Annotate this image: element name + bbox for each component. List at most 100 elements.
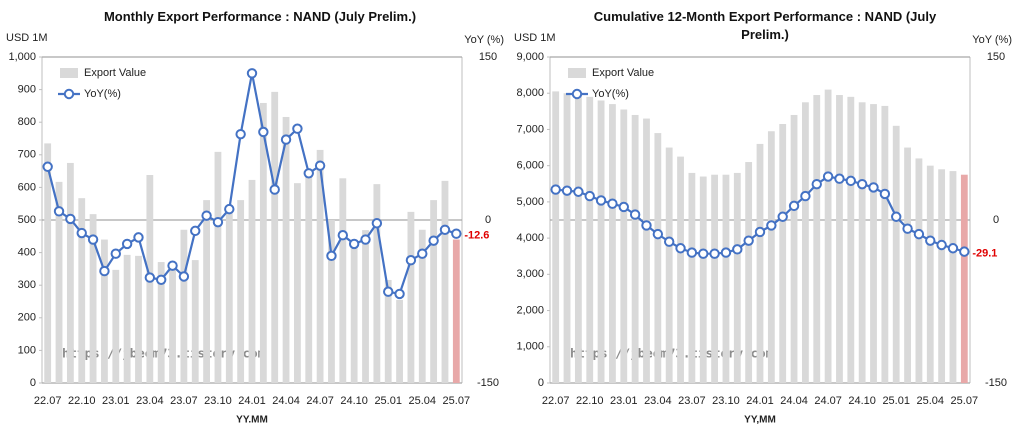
x-tick-label: 24.04: [272, 395, 300, 407]
marker: [405, 255, 417, 266]
x-axis-label: YY,MM: [744, 415, 776, 426]
x-tick-label: 23.01: [102, 395, 130, 407]
x-tick-label: 25.04: [917, 395, 945, 407]
bar: [904, 147, 911, 383]
bar: [688, 172, 696, 383]
bar: [802, 102, 809, 384]
marker: [891, 211, 902, 222]
y2-axis-label: YoY (%): [464, 34, 504, 46]
bar: [135, 255, 142, 383]
marker: [834, 173, 845, 184]
bar: [915, 158, 923, 383]
y2-tick-label: 0: [485, 214, 491, 226]
bar: [631, 114, 639, 383]
marker: [360, 234, 371, 245]
marker: [337, 230, 349, 241]
marker: [709, 248, 720, 259]
bar: [767, 131, 775, 383]
bar: [745, 162, 753, 383]
bar: [452, 239, 460, 383]
marker: [178, 271, 190, 282]
y-tick-label: 9,000: [516, 51, 544, 63]
marker: [652, 228, 664, 240]
bar: [597, 100, 605, 383]
x-tick-label: 23.04: [136, 395, 164, 407]
marker: [720, 247, 732, 258]
bar: [328, 220, 335, 383]
marker: [269, 184, 280, 195]
legend-label: YoY(%): [592, 88, 629, 100]
marker: [326, 250, 337, 262]
bar: [339, 178, 347, 383]
bar: [305, 170, 313, 383]
marker: [144, 272, 156, 283]
marker: [618, 201, 629, 213]
legend-label: YoY(%): [84, 88, 121, 100]
bar: [350, 239, 358, 383]
marker: [561, 185, 573, 196]
legend-swatch: [63, 88, 75, 100]
x-tick-label: 24.01: [746, 395, 774, 407]
legend-label: Export Value: [84, 67, 146, 79]
y-axis-label: USD 1M: [6, 32, 48, 44]
bar: [654, 133, 662, 383]
bar: [813, 95, 821, 384]
marker: [856, 178, 868, 190]
marker: [754, 226, 766, 238]
legend-label: Export Value: [592, 67, 654, 79]
marker: [868, 182, 879, 193]
bar: [609, 104, 616, 383]
x-tick-label: 23.07: [678, 395, 706, 407]
y-tick-label: 8,000: [516, 87, 544, 99]
bar: [362, 230, 369, 383]
marker: [550, 184, 561, 195]
marker: [371, 218, 383, 229]
marker: [663, 236, 675, 247]
marker: [224, 203, 235, 215]
x-tick-label: 22.10: [576, 395, 604, 407]
bar: [78, 198, 86, 383]
bar: [55, 181, 63, 383]
bar: [430, 200, 438, 383]
y-tick-label: 500: [18, 214, 36, 226]
x-tick-label: 24.10: [340, 395, 368, 407]
marker: [777, 211, 788, 222]
bar: [101, 239, 108, 383]
y2-tick-label: 150: [987, 51, 1005, 63]
y-axis-label: USD 1M: [514, 32, 556, 44]
bar: [699, 176, 707, 383]
marker: [428, 235, 439, 246]
marker: [573, 186, 584, 197]
bar: [677, 156, 684, 383]
y-tick-label: 0: [538, 377, 544, 389]
x-tick-label: 24.10: [848, 395, 876, 407]
bar: [960, 174, 968, 383]
marker: [76, 227, 87, 239]
bar: [620, 109, 628, 384]
legend-swatch: [568, 68, 586, 78]
y-tick-label: 3,000: [516, 268, 544, 280]
x-tick-label: 25.01: [374, 395, 402, 407]
x-axis-label: YY.MM: [236, 415, 268, 426]
y-tick-label: 200: [18, 312, 36, 324]
data-label: -12.6: [464, 230, 489, 242]
bar: [552, 91, 560, 384]
bar: [733, 172, 741, 383]
bar: [563, 93, 571, 383]
bar: [407, 211, 415, 383]
marker: [595, 195, 607, 206]
bar: [373, 184, 381, 383]
marker: [686, 247, 698, 258]
y-tick-label: 5,000: [516, 196, 544, 208]
marker: [936, 239, 947, 251]
y-tick-label: 7,000: [516, 123, 544, 135]
bar: [282, 116, 290, 383]
x-tick-label: 23.01: [610, 395, 638, 407]
bar: [926, 165, 934, 383]
marker: [947, 243, 959, 254]
x-tick-label: 25.07: [443, 395, 471, 407]
marker: [235, 128, 246, 140]
y-tick-label: 6,000: [516, 160, 544, 172]
bar: [123, 254, 131, 383]
y-tick-label: 800: [18, 116, 36, 128]
